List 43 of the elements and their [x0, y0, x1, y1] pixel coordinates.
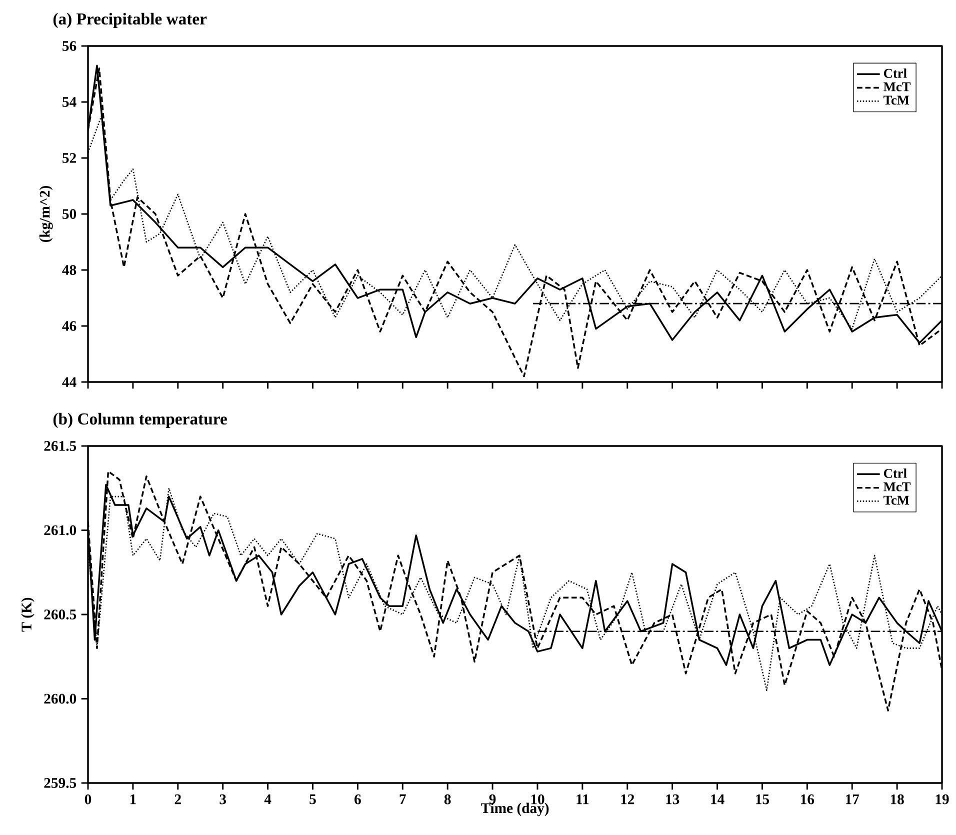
x-tick-label: 13: [666, 794, 680, 804]
x-tick-label: 14: [711, 794, 724, 804]
y-tick-label: 54: [62, 97, 76, 107]
legend-label: TcM: [884, 496, 910, 505]
y-tick-label: 50: [62, 209, 76, 219]
y-tick-label: 56: [62, 41, 76, 51]
x-tick-label: 7: [400, 794, 406, 804]
legend-label: Ctrl: [884, 68, 907, 78]
chart-title: (b) Column temperature: [53, 412, 227, 428]
y-axis-title: (kg/m^2): [39, 186, 53, 242]
legend-label: TcM: [884, 96, 910, 105]
x-tick-label: 15: [756, 794, 770, 804]
chart-title: (a) Precipitable water: [53, 12, 207, 28]
x-tick-label: 11: [576, 794, 589, 804]
x-tick-label: 10: [531, 794, 544, 804]
y-tick-label: 261.0: [44, 525, 76, 536]
y-tick-label: 44: [62, 377, 76, 387]
legend-label: McT: [884, 482, 911, 492]
x-tick-label: 5: [310, 794, 316, 804]
x-tick-label: 19: [936, 794, 949, 804]
x-tick-label: 12: [621, 794, 634, 804]
x-tick-label: 0: [84, 794, 92, 804]
y-tick-label: 46: [62, 321, 76, 331]
x-tick-label: 17: [846, 794, 860, 804]
x-tick-label: 16: [801, 794, 814, 804]
y-tick-label: 260.5: [44, 610, 76, 620]
x-tick-label: 1: [130, 794, 136, 804]
y-tick-label: 260.0: [44, 694, 76, 704]
x-tick-label: 9: [489, 794, 496, 804]
y-axis-title: T (K): [21, 598, 34, 632]
legend-label: McT: [884, 82, 911, 92]
x-axis-title: Time (day): [480, 802, 549, 816]
y-tick-label: 52: [62, 153, 76, 163]
x-tick-label: 4: [264, 794, 272, 804]
y-tick-label: 261.5: [44, 441, 76, 451]
y-tick-label: 48: [62, 265, 76, 275]
x-tick-label: 2: [174, 794, 181, 804]
legend-label: Ctrl: [884, 468, 907, 478]
x-tick-label: 3: [220, 794, 226, 804]
x-tick-label: 6: [354, 794, 361, 804]
y-tick-label: 259.5: [44, 778, 76, 788]
x-tick-label: 18: [890, 794, 904, 804]
x-tick-label: 8: [444, 794, 451, 804]
